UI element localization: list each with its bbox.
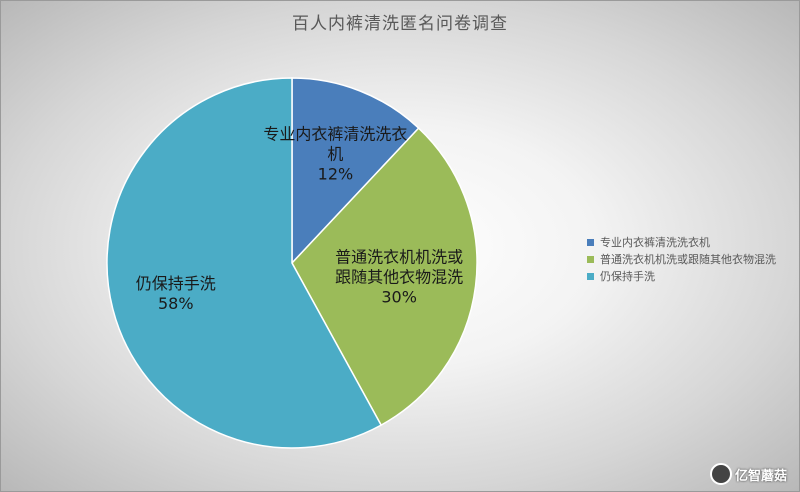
legend-item-hand-wash: 仍保持手洗 [587, 268, 776, 285]
legend-label: 普通洗衣机机洗或跟随其他衣物混洗 [600, 253, 776, 266]
legend-swatch [587, 256, 594, 263]
legend-item-regular-washer: 普通洗衣机机洗或跟随其他衣物混洗 [587, 251, 776, 268]
data-label-line: 机 [327, 144, 343, 163]
legend-item-pro-washer: 专业内衣裤清洗洗衣机 [587, 234, 776, 251]
slice-regular-washer [291, 127, 478, 427]
data-label-line: 普通洗衣机机洗或 [335, 248, 463, 267]
data-label-line: 30% [381, 288, 417, 307]
chart-title: 百人内裤清洗匿名问卷调查 [292, 14, 508, 34]
chart-legend: 专业内衣裤清洗洗衣机 普通洗衣机机洗或跟随其他衣物混洗 仍保持手洗 [587, 234, 776, 285]
data-label-line: 仍保持手洗 [136, 274, 216, 293]
data-label-line: 12% [318, 164, 354, 183]
watermark: 亿智蘑菇 [709, 463, 787, 485]
watermark-text: 亿智蘑菇 [734, 468, 787, 484]
watermark-logo-icon [709, 463, 732, 485]
data-label-hand-wash: 仍保持手洗 58% [136, 274, 216, 313]
data-label-line: 专业内衣裤清洗洗衣 [263, 124, 407, 143]
legend-swatch [587, 273, 594, 280]
legend-label: 仍保持手洗 [600, 270, 655, 283]
data-label-line: 跟随其他衣物混洗 [335, 268, 463, 287]
slice-pro-washer [291, 77, 420, 265]
data-label-pro-washer: 专业内衣裤清洗洗衣机 12% [263, 124, 407, 183]
legend-label: 专业内衣裤清洗洗衣机 [600, 236, 710, 249]
data-label-regular-washer: 普通洗衣机机洗或跟随其他衣物混洗 30% [335, 248, 463, 307]
data-label-line: 58% [158, 294, 194, 313]
legend-swatch [587, 239, 594, 246]
slice-hand-wash [106, 77, 383, 449]
